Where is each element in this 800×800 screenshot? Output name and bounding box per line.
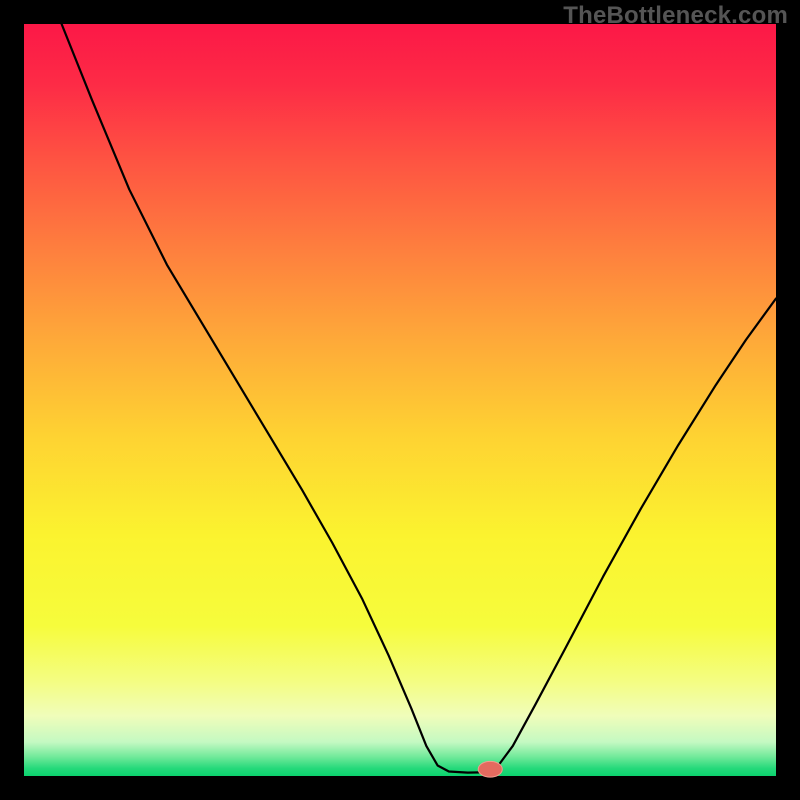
watermark-label: TheBottleneck.com — [563, 2, 788, 30]
optimal-point-marker — [478, 761, 502, 777]
bottleneck-plot — [0, 0, 800, 800]
plot-background-gradient — [24, 24, 776, 776]
chart-stage: TheBottleneck.com — [0, 0, 800, 800]
